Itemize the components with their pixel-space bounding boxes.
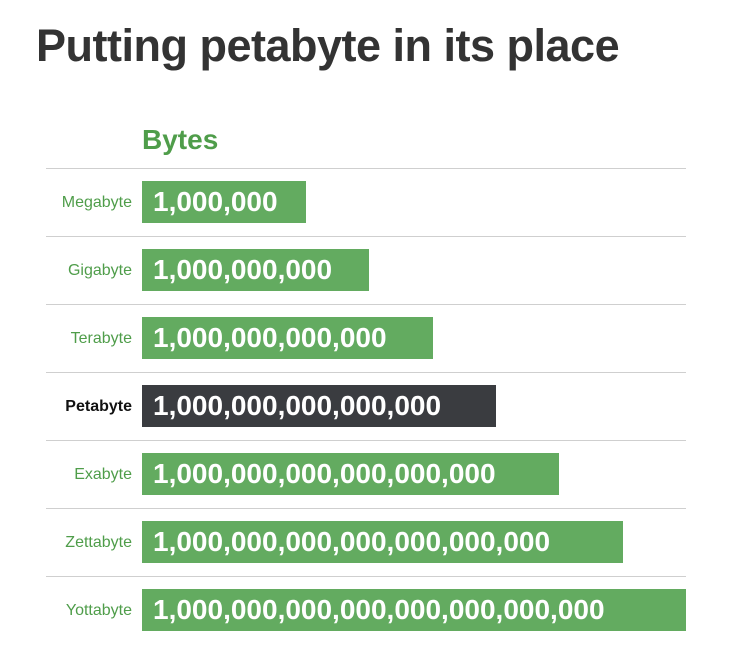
bar-value-label: 1,000,000,000,000: [153, 322, 387, 353]
chart-title: Putting petabyte in its place: [36, 20, 620, 71]
bar-exabyte: 1,000,000,000,000,000,000: [142, 453, 559, 495]
category-label: Yottabyte: [65, 602, 132, 619]
bar-row-gigabyte: Gigabyte 1,000,000,000: [46, 236, 686, 304]
bar-megabyte: 1,000,000: [142, 181, 306, 223]
bar-value-label: 1,000,000,000,000,000,000,000,000: [153, 594, 605, 625]
bar-gigabyte: 1,000,000,000: [142, 249, 369, 291]
bar-row-petabyte: Petabyte 1,000,000,000,000,000: [46, 372, 686, 440]
bar-row-exabyte: Exabyte 1,000,000,000,000,000,000: [46, 440, 686, 508]
bar-row-zettabyte: Zettabyte 1,000,000,000,000,000,000,000: [46, 508, 686, 576]
bar-value-label: 1,000,000,000,000,000,000,000: [153, 526, 551, 557]
bar-zettabyte: 1,000,000,000,000,000,000,000: [142, 521, 623, 563]
category-label: Zettabyte: [65, 534, 132, 551]
bar-value-label: 1,000,000,000: [153, 254, 333, 285]
bar-value-label: 1,000,000: [153, 186, 278, 217]
bar-row-yottabyte: Yottabyte 1,000,000,000,000,000,000,000,0…: [46, 576, 686, 642]
bar-petabyte: 1,000,000,000,000,000: [142, 385, 496, 427]
category-label: Petabyte: [65, 398, 132, 415]
category-label: Megabyte: [61, 194, 132, 211]
column-header: Bytes: [142, 124, 219, 155]
bar-value-label: 1,000,000,000,000,000,000: [153, 458, 496, 489]
bar-rows: Megabyte 1,000,000 Gigabyte 1,000,000,000 Te…: [46, 168, 686, 642]
bar-row-megabyte: Megabyte 1,000,000: [46, 168, 686, 236]
category-label: Exabyte: [74, 466, 132, 483]
bar-yottabyte: 1,000,000,000,000,000,000,000,000: [142, 589, 686, 631]
bar-value-label: 1,000,000,000,000,000: [153, 390, 442, 421]
bar-row-terabyte: Terabyte 1,000,000,000,000: [46, 304, 686, 372]
category-label: Terabyte: [70, 330, 132, 347]
category-label: Gigabyte: [67, 262, 132, 279]
bar-terabyte: 1,000,000,000,000: [142, 317, 433, 359]
